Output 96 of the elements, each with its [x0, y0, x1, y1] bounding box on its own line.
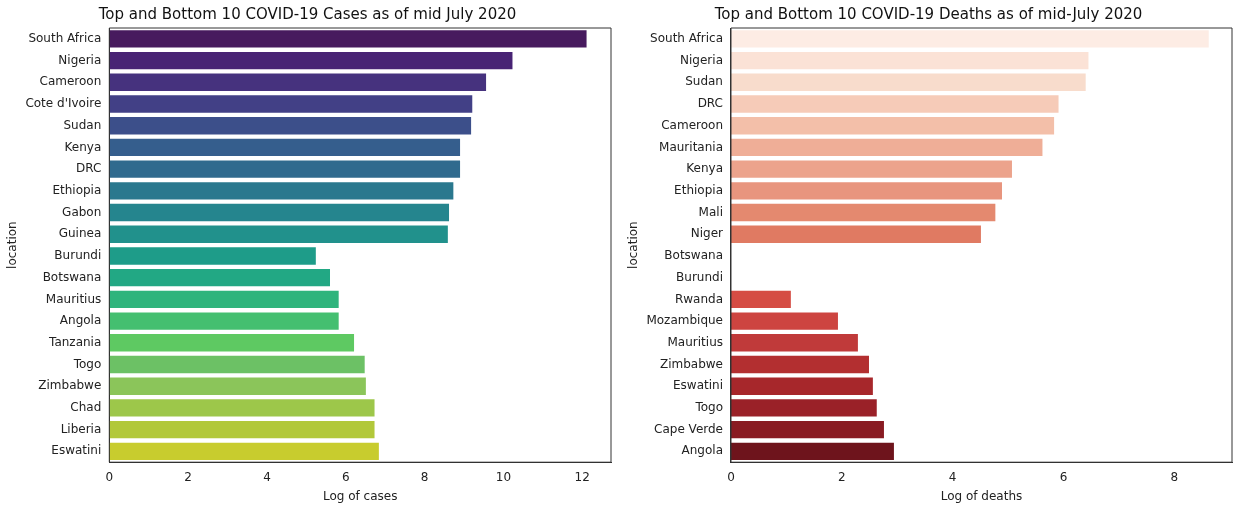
x-tick-label: 4	[263, 469, 271, 484]
y-tick-label: Botswana	[42, 269, 102, 284]
bar	[730, 312, 838, 330]
y-tick-label: Chad	[70, 400, 102, 415]
chart-title: Top and Bottom 10 COVID-19 Cases as of mid July 2020	[97, 4, 517, 23]
y-tick-label: Cameroon	[661, 117, 723, 132]
y-tick-label: Eswatini	[51, 443, 102, 458]
bar	[109, 203, 450, 222]
y-tick-label: Ethiopia	[52, 182, 102, 197]
y-tick-label: Nigeria	[58, 52, 102, 67]
y-tick-label: Zimbabwe	[38, 378, 102, 393]
bar	[730, 399, 877, 417]
y-tick-label: Burundi	[54, 248, 102, 263]
y-axis-title: location	[5, 221, 20, 269]
y-tick-label: Eswatini	[673, 378, 723, 393]
y-tick-label: Mauritius	[667, 334, 723, 349]
y-tick-label: Togo	[694, 400, 723, 415]
y-tick-label: Liberia	[60, 421, 102, 436]
bar	[109, 182, 454, 200]
bar	[109, 312, 339, 330]
y-tick-label: Guinea	[58, 226, 102, 241]
bar	[109, 73, 487, 91]
bar	[109, 355, 365, 374]
bar	[109, 290, 339, 309]
bar	[730, 182, 1002, 200]
y-tick-label: Zimbabwe	[659, 356, 723, 371]
y-tick-label: Tanzania	[48, 334, 102, 349]
bar	[109, 160, 461, 178]
bar	[109, 334, 355, 352]
x-tick-label: 6	[1059, 469, 1068, 484]
bar	[109, 420, 375, 439]
y-tick-label: Mozambique	[646, 313, 723, 328]
x-tick-label: 12	[574, 469, 590, 484]
y-tick-label: Mauritania	[659, 139, 723, 154]
y-tick-label: Mali	[698, 204, 723, 219]
x-tick-label: 10	[495, 469, 512, 484]
x-tick-label: 2	[838, 469, 846, 484]
chart-title: Top and Bottom 10 COVID-19 Deaths as of mid-July 2020	[713, 4, 1143, 23]
y-tick-label: Burundi	[676, 269, 723, 284]
y-tick-label: Niger	[690, 226, 724, 241]
y-tick-label: Angola	[681, 443, 723, 458]
bar	[730, 160, 1012, 178]
bar	[730, 355, 869, 374]
y-tick-label: Sudan	[685, 74, 723, 89]
bar	[730, 442, 894, 461]
bar	[109, 95, 473, 113]
y-tick-label: Sudan	[63, 117, 102, 132]
bar	[730, 30, 1209, 48]
bar	[730, 73, 1086, 91]
bar	[109, 225, 448, 243]
y-tick-label: Kenya	[686, 161, 723, 176]
x-tick-label: 4	[948, 469, 957, 484]
bar	[730, 51, 1089, 70]
y-tick-label: Nigeria	[680, 52, 723, 67]
y-tick-label: Botswana	[664, 248, 723, 263]
bar	[109, 399, 375, 417]
x-tick-label: 8	[1170, 469, 1179, 484]
y-tick-label: South Africa	[28, 30, 102, 45]
y-tick-label: South Africa	[650, 30, 723, 45]
bar	[109, 30, 587, 48]
bar	[730, 377, 873, 395]
y-tick-label: Rwanda	[674, 291, 723, 306]
bar	[730, 117, 1055, 135]
y-tick-label: Mauritius	[45, 291, 102, 306]
y-tick-label: Kenya	[64, 139, 102, 154]
bar	[109, 138, 461, 157]
x-tick-label: 8	[420, 469, 429, 484]
y-tick-label: Cape Verde	[654, 421, 723, 436]
bar	[109, 117, 472, 135]
bar	[730, 334, 858, 352]
bar	[730, 225, 981, 243]
bar	[109, 247, 316, 265]
x-tick-label: 0	[105, 469, 114, 484]
x-axis-title: Log of deaths	[940, 488, 1023, 503]
bar	[730, 138, 1043, 157]
y-tick-label: Togo	[72, 356, 102, 371]
bar	[109, 51, 513, 70]
bar	[730, 420, 884, 439]
y-tick-label: DRC	[75, 161, 102, 176]
y-tick-label: Cameroon	[39, 74, 102, 89]
y-tick-label: Angola	[59, 313, 102, 328]
bar	[730, 290, 791, 309]
bar	[109, 377, 366, 395]
bar	[730, 95, 1059, 113]
y-axis-title: location	[626, 221, 641, 269]
y-tick-label: Gabon	[62, 204, 102, 219]
x-axis-title: Log of cases	[322, 488, 398, 503]
bar	[730, 203, 996, 222]
x-tick-label: 2	[184, 469, 192, 484]
y-tick-label: Ethiopia	[674, 182, 723, 197]
bar	[109, 268, 331, 287]
x-tick-label: 0	[727, 469, 735, 484]
y-tick-label: DRC	[697, 96, 723, 111]
x-tick-label: 6	[341, 469, 350, 484]
y-tick-label: Cote d'Ivoire	[25, 96, 102, 111]
bar	[109, 442, 379, 461]
